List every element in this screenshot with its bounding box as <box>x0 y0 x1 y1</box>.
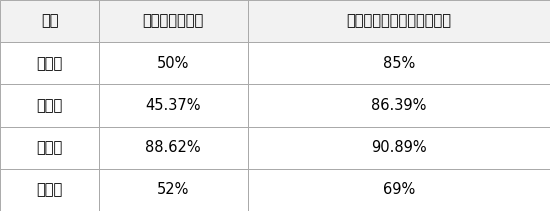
Text: 69%: 69% <box>383 182 415 197</box>
Bar <box>248 169 550 211</box>
Bar <box>0 42 99 84</box>
Bar <box>248 169 550 211</box>
Bar <box>99 42 248 84</box>
Bar <box>99 127 248 169</box>
Bar <box>248 127 550 169</box>
Bar <box>0 0 99 42</box>
Text: 90.89%: 90.89% <box>371 140 427 155</box>
Bar <box>0 42 99 84</box>
Bar <box>0 84 99 127</box>
Bar <box>99 0 248 42</box>
Bar <box>248 42 550 84</box>
Text: 88.62%: 88.62% <box>145 140 201 155</box>
Text: 未改性的蛋清粉: 未改性的蛋清粉 <box>142 14 204 29</box>
Bar <box>248 127 550 169</box>
Bar <box>248 84 550 127</box>
Text: 起泡性: 起泡性 <box>36 98 63 113</box>
Bar <box>248 0 550 42</box>
Bar <box>0 169 99 211</box>
Bar <box>248 42 550 84</box>
Text: 乳化性: 乳化性 <box>36 140 63 155</box>
Bar <box>99 42 248 84</box>
Bar <box>0 0 99 42</box>
Bar <box>0 169 99 211</box>
Bar <box>248 84 550 127</box>
Bar <box>99 127 248 169</box>
Bar <box>248 0 550 42</box>
Text: 醂解后磷酸化改性的蛋清粉: 醂解后磷酸化改性的蛋清粉 <box>346 14 451 29</box>
Text: 名称: 名称 <box>41 14 58 29</box>
Bar <box>0 127 99 169</box>
Text: 52%: 52% <box>157 182 189 197</box>
Text: 85%: 85% <box>383 56 415 71</box>
Bar <box>99 169 248 211</box>
Text: 保水性: 保水性 <box>36 182 63 197</box>
Text: 50%: 50% <box>157 56 189 71</box>
Bar <box>99 84 248 127</box>
Text: 86.39%: 86.39% <box>371 98 426 113</box>
Bar <box>99 169 248 211</box>
Bar <box>99 0 248 42</box>
Text: 水溶性: 水溶性 <box>36 56 63 71</box>
Bar <box>99 84 248 127</box>
Text: 45.37%: 45.37% <box>146 98 201 113</box>
Bar <box>0 84 99 127</box>
Bar <box>0 127 99 169</box>
